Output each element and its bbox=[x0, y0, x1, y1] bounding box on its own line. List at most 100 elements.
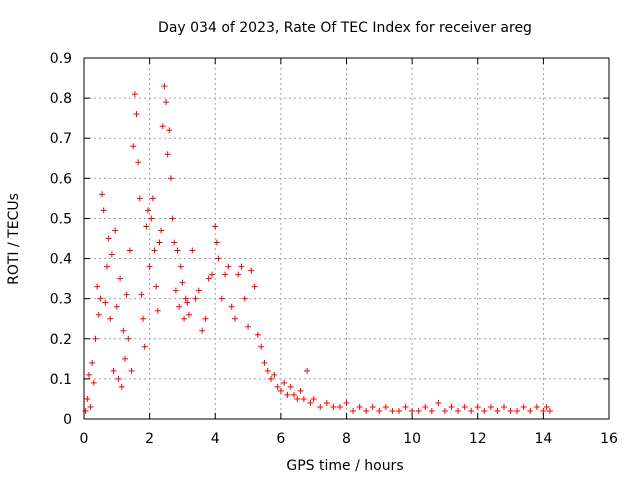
x-tick-labels: 0 2 4 6 8 10 12 14 16 bbox=[80, 431, 618, 447]
data-point bbox=[543, 403, 550, 410]
data-point bbox=[171, 239, 178, 246]
data-point bbox=[245, 323, 252, 330]
data-point bbox=[161, 83, 168, 90]
data-point bbox=[540, 407, 547, 414]
data-point bbox=[514, 407, 521, 414]
data-point bbox=[123, 291, 130, 298]
data-point bbox=[94, 283, 101, 290]
x-tick-label: 0 bbox=[80, 431, 89, 447]
y-tick-label: 0.4 bbox=[50, 252, 72, 268]
data-point bbox=[307, 399, 314, 406]
data-point bbox=[182, 295, 189, 302]
data-point bbox=[494, 407, 501, 414]
x-tick-label: 12 bbox=[469, 431, 487, 447]
data-point bbox=[126, 247, 133, 254]
data-point bbox=[258, 343, 265, 350]
y-tick-labels: 0 0.1 0.2 0.3 0.4 0.5 0.6 0.7 0.8 0.9 bbox=[50, 51, 72, 428]
data-point bbox=[284, 391, 291, 398]
data-point bbox=[241, 295, 248, 302]
data-point bbox=[409, 407, 416, 414]
data-point bbox=[212, 223, 219, 230]
data-point bbox=[281, 379, 288, 386]
data-point bbox=[90, 379, 97, 386]
data-point bbox=[435, 399, 442, 406]
data-point bbox=[176, 303, 183, 310]
data-point bbox=[205, 275, 212, 282]
data-point bbox=[336, 403, 343, 410]
data-point bbox=[468, 407, 475, 414]
y-tick-label: 0.5 bbox=[50, 211, 72, 227]
data-point bbox=[148, 215, 155, 222]
data-point bbox=[143, 223, 150, 230]
data-point bbox=[85, 371, 92, 378]
data-point bbox=[100, 207, 107, 214]
data-point bbox=[428, 407, 435, 414]
y-axis-label: ROTI / TECUs bbox=[6, 193, 22, 285]
axis-ticks bbox=[83, 57, 610, 420]
data-point bbox=[461, 403, 468, 410]
data-point bbox=[138, 291, 145, 298]
data-point bbox=[422, 403, 429, 410]
data-point bbox=[135, 159, 142, 166]
data-point bbox=[89, 359, 96, 366]
data-point bbox=[415, 407, 422, 414]
data-point bbox=[118, 383, 125, 390]
data-point bbox=[487, 403, 494, 410]
data-point bbox=[520, 403, 527, 410]
x-tick-label: 4 bbox=[211, 431, 220, 447]
data-point bbox=[356, 403, 363, 410]
data-point bbox=[144, 207, 151, 214]
data-point bbox=[120, 327, 127, 334]
data-point bbox=[343, 399, 350, 406]
chart-title: Day 034 of 2023, Rate Of TEC Index for r… bbox=[158, 20, 532, 36]
data-point bbox=[97, 295, 104, 302]
data-point bbox=[156, 239, 163, 246]
data-point bbox=[215, 255, 222, 262]
data-point bbox=[133, 111, 140, 118]
data-point bbox=[149, 195, 156, 202]
data-point bbox=[235, 271, 242, 278]
grid bbox=[84, 58, 609, 419]
data-point bbox=[271, 371, 278, 378]
data-point bbox=[179, 279, 186, 286]
x-tick-label: 6 bbox=[276, 431, 285, 447]
data-point bbox=[169, 215, 176, 222]
data-point bbox=[131, 91, 138, 98]
data-point bbox=[231, 315, 238, 322]
data-point bbox=[141, 343, 148, 350]
data-point bbox=[248, 267, 255, 274]
data-point bbox=[455, 407, 462, 414]
data-point bbox=[310, 395, 317, 402]
data-point bbox=[87, 403, 94, 410]
y-tick-label: 0.7 bbox=[50, 131, 72, 147]
data-points bbox=[82, 83, 553, 414]
data-point bbox=[181, 315, 188, 322]
data-point bbox=[238, 263, 245, 270]
data-point bbox=[177, 263, 184, 270]
x-tick-label: 14 bbox=[534, 431, 552, 447]
data-point bbox=[146, 263, 153, 270]
data-point bbox=[115, 375, 122, 382]
data-point bbox=[218, 295, 225, 302]
x-tick-label: 2 bbox=[145, 431, 154, 447]
data-point bbox=[441, 407, 448, 414]
data-point bbox=[113, 303, 120, 310]
data-point bbox=[294, 395, 301, 402]
data-point bbox=[228, 303, 235, 310]
data-point bbox=[268, 375, 275, 382]
data-point bbox=[208, 271, 215, 278]
data-point bbox=[99, 191, 106, 198]
data-point bbox=[102, 299, 109, 306]
data-point bbox=[164, 151, 171, 158]
data-point bbox=[125, 335, 132, 342]
data-point bbox=[304, 367, 311, 374]
data-point bbox=[261, 359, 268, 366]
data-point bbox=[225, 263, 232, 270]
data-point bbox=[287, 383, 294, 390]
data-point bbox=[527, 407, 534, 414]
data-point bbox=[382, 403, 389, 410]
data-point bbox=[546, 407, 553, 414]
data-point bbox=[448, 403, 455, 410]
y-tick-label: 0.6 bbox=[50, 171, 72, 187]
